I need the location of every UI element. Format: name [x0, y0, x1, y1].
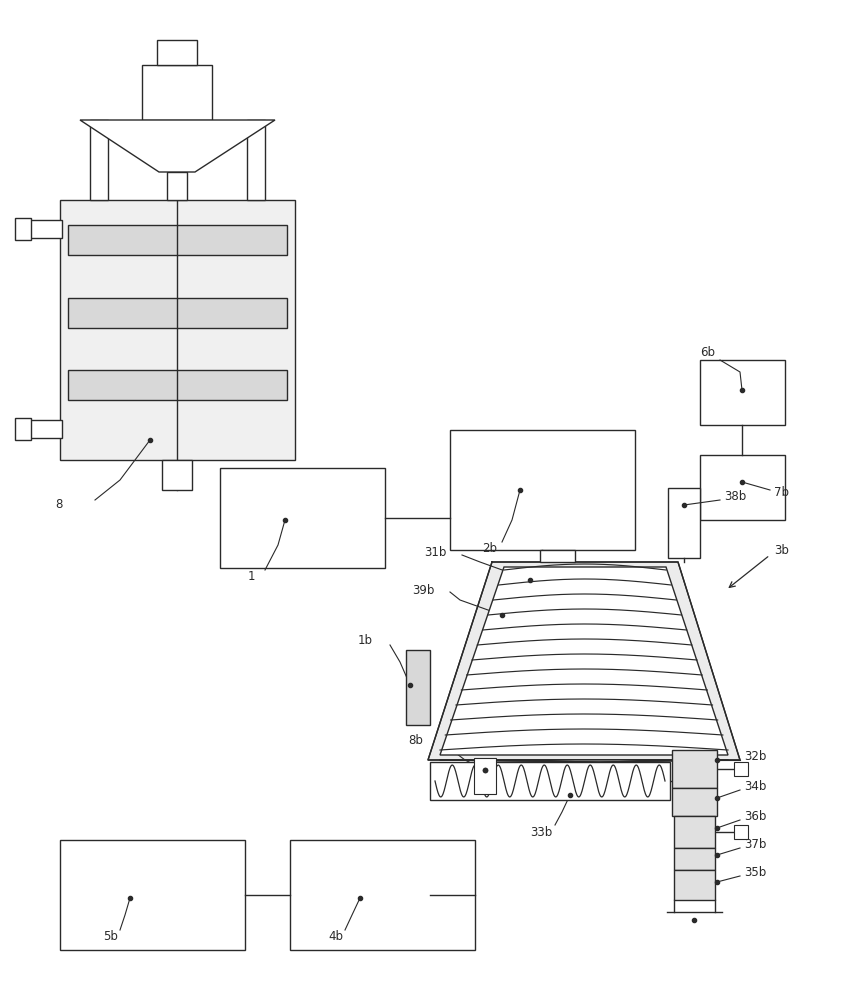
Bar — [167, 172, 187, 200]
Text: 7b: 7b — [774, 486, 789, 498]
Text: 4b: 4b — [328, 930, 343, 942]
Text: 31b: 31b — [424, 546, 446, 558]
Text: 5b: 5b — [103, 930, 118, 942]
Text: 32b: 32b — [744, 750, 766, 764]
Bar — [157, 40, 197, 65]
Text: 37b: 37b — [744, 838, 766, 852]
Bar — [406, 650, 430, 725]
Bar — [68, 298, 287, 328]
Text: 8: 8 — [55, 497, 62, 510]
Polygon shape — [440, 567, 728, 755]
Text: 39b: 39b — [412, 584, 435, 596]
Bar — [668, 488, 700, 558]
Polygon shape — [440, 760, 728, 762]
Bar — [60, 200, 295, 460]
Text: 6b: 6b — [700, 346, 715, 359]
Bar — [674, 870, 715, 900]
Polygon shape — [80, 120, 275, 172]
Bar — [90, 120, 108, 200]
Text: 1b: 1b — [358, 635, 373, 648]
Bar — [15, 218, 31, 240]
Bar — [700, 455, 785, 520]
Bar — [162, 460, 192, 490]
Text: 3b: 3b — [774, 544, 789, 556]
Bar — [142, 65, 212, 120]
Bar — [68, 225, 287, 255]
Bar — [450, 430, 635, 550]
Text: 8b: 8b — [408, 734, 423, 748]
Bar — [430, 762, 670, 800]
Bar — [290, 840, 475, 950]
Bar — [30, 220, 62, 238]
Bar — [700, 360, 785, 425]
Bar — [734, 825, 748, 839]
Bar — [220, 468, 385, 568]
Text: 38b: 38b — [724, 490, 746, 504]
Bar — [30, 420, 62, 438]
Text: 34b: 34b — [744, 780, 766, 794]
Bar — [674, 848, 715, 870]
Polygon shape — [428, 562, 740, 760]
Text: 1: 1 — [248, 570, 255, 582]
Bar — [540, 550, 575, 562]
Text: 35b: 35b — [744, 866, 766, 880]
Bar — [15, 418, 31, 440]
Bar — [672, 750, 717, 788]
Bar — [474, 758, 496, 794]
Text: 2b: 2b — [482, 542, 497, 554]
Text: 33b: 33b — [530, 826, 553, 838]
Bar — [247, 120, 265, 200]
Bar — [60, 840, 245, 950]
Bar — [674, 816, 715, 848]
Text: 36b: 36b — [744, 810, 766, 824]
Bar — [68, 370, 287, 400]
Bar — [734, 762, 748, 776]
Bar — [672, 788, 717, 816]
